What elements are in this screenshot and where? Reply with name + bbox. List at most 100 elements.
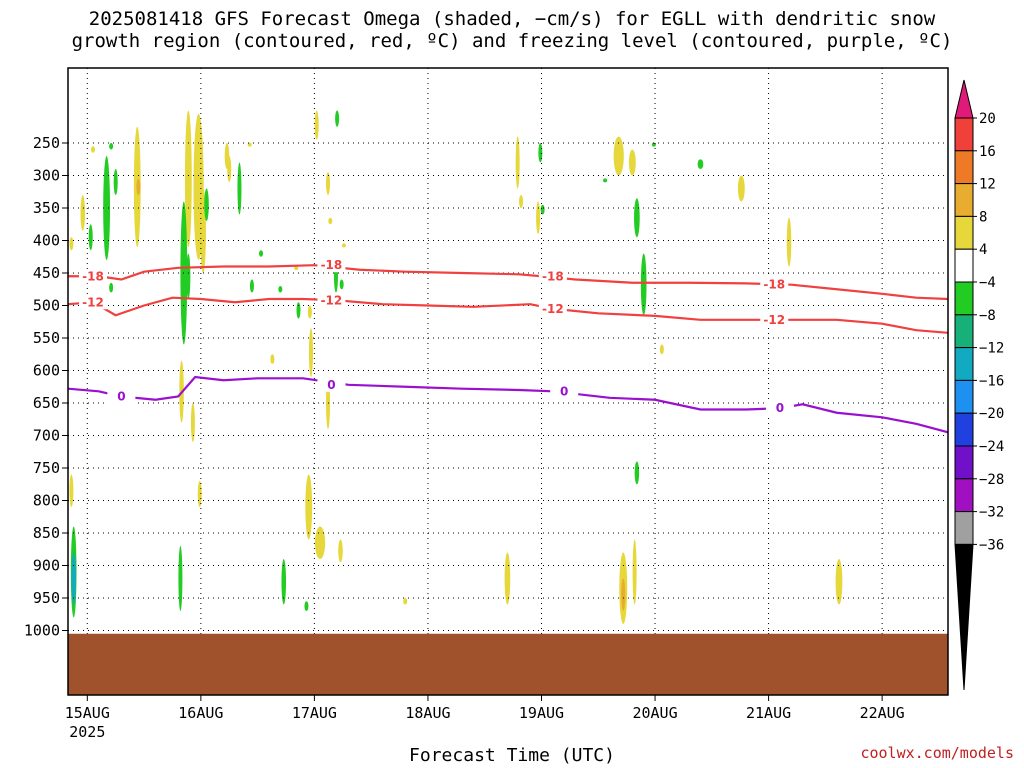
omega-shade-region	[90, 146, 95, 153]
y-tick-label: 300	[33, 167, 60, 185]
colorbar-box	[954, 117, 974, 152]
y-tick-label: 600	[33, 362, 60, 380]
contour-label-bg	[317, 258, 346, 273]
x-axis-label: Forecast Time (UTC)	[409, 745, 615, 766]
contour-label-bg	[317, 293, 346, 308]
colorbar-label: −32	[979, 505, 1004, 521]
y-tick-label: 800	[33, 492, 60, 510]
omega-shade-region	[227, 156, 232, 182]
y-tick-label: 1000	[24, 622, 60, 640]
plot-frame	[67, 67, 949, 696]
contour-line	[68, 375, 948, 434]
terrain-layer	[68, 633, 948, 695]
y-tick-label: 900	[33, 557, 60, 575]
omega-shade-region	[326, 172, 331, 195]
colorbar-label: −28	[979, 472, 1004, 488]
y-tick-label: 650	[33, 394, 60, 412]
y-tick-label: 500	[33, 297, 60, 315]
colorbar-box	[954, 150, 974, 185]
contour-label: -12	[321, 293, 343, 307]
contour-line	[68, 264, 948, 301]
colorbar-box	[954, 412, 974, 447]
colorbar-box	[954, 379, 974, 414]
contour-label-bg	[78, 295, 107, 310]
contour-label: -18	[542, 269, 564, 283]
x-tick-label: 18AUG	[405, 704, 450, 722]
colorbar-box	[954, 215, 974, 250]
colorbar-label: −4	[979, 275, 996, 291]
omega-shade-region	[237, 162, 242, 215]
omega-shade-region	[403, 598, 408, 605]
omega-shade-region	[281, 559, 287, 605]
omega-shade-region	[88, 224, 93, 251]
omega-shade-region	[628, 149, 636, 176]
omega-shade-region	[278, 286, 283, 293]
y-tick-label: 950	[33, 589, 60, 607]
colorbar-label: 8	[979, 209, 987, 225]
omega-shade-region	[186, 253, 191, 299]
omega-shade-region	[249, 279, 254, 293]
colorbar-box	[954, 445, 974, 480]
colorbar: 20 16 12 8 4 −4 −8 −12 −16 −20 −24 −28 −32 −36	[954, 79, 1004, 691]
omega-shade-region	[835, 559, 843, 605]
x-tick-label: 17AUG	[292, 704, 337, 722]
contour-label-bg	[538, 301, 567, 316]
colorbar-label: −20	[979, 406, 1004, 422]
colorbar-box	[954, 183, 974, 217]
omega-shade-region	[184, 110, 192, 247]
colorbar-box	[954, 314, 974, 349]
credit-link[interactable]: coolwx.com/models	[860, 744, 1014, 762]
omega-shade-region	[109, 143, 114, 150]
colorbar-box	[954, 511, 974, 545]
omega-shade-region	[308, 328, 313, 377]
x-tick-label: 21AUG	[746, 704, 791, 722]
omega-shade-region	[515, 136, 520, 189]
x-tick-label: 19AUG	[519, 704, 564, 722]
colorbar-box	[954, 281, 974, 316]
colorbar-label: −36	[979, 537, 1004, 553]
title-line-1: 2025081418 GFS Forecast Omega (shaded, −…	[88, 8, 936, 30]
omega-shade-region	[69, 237, 74, 251]
omega-shade-region	[634, 198, 640, 238]
colorbar-label: −12	[979, 341, 1004, 357]
omega-shade-region	[270, 354, 275, 364]
contour-label-bg	[550, 384, 579, 399]
colorbar-bottom-arrow	[954, 543, 974, 691]
chart-title: 2025081418 GFS Forecast Omega (shaded, −…	[0, 8, 1024, 52]
omega-shade-region	[519, 195, 524, 208]
title-line-2: growth region (contoured, red, ºC) and f…	[71, 30, 953, 52]
omega-shade-region	[621, 578, 626, 611]
colorbar-label: −16	[979, 373, 1004, 389]
omega-shade-region	[103, 156, 111, 260]
omega-shade-region	[538, 143, 543, 163]
omega-shade-region	[204, 188, 209, 221]
omega-shade-region	[786, 217, 792, 267]
omega-shade-region	[314, 110, 319, 140]
contour-layer: -18 -18 -18 -18 -12 -12 -12 -12 0 0 0 0	[68, 258, 948, 434]
omega-shade-region	[259, 250, 264, 257]
omega-shade-region	[314, 526, 326, 559]
contour-label-bg	[78, 269, 107, 284]
contour-label-bg	[107, 389, 136, 404]
colorbar-label: 4	[979, 242, 987, 258]
omega-shade-region	[304, 601, 309, 611]
contour-label: -12	[763, 313, 785, 327]
contour-label: 0	[560, 384, 568, 398]
omega-shade-region	[540, 204, 545, 215]
omega-shade-region	[613, 136, 624, 176]
omega-shade-region	[305, 474, 313, 540]
omega-shade-region	[328, 217, 333, 225]
omega-shade-region	[71, 552, 76, 605]
omega-shade-region	[247, 142, 252, 147]
colorbar-box	[954, 347, 974, 381]
contour-label: 0	[776, 401, 784, 415]
omega-shade-region	[634, 461, 640, 485]
omega-shade-region	[190, 403, 195, 442]
y-tick-label: 700	[33, 427, 60, 445]
x-tick-label: 15AUG	[65, 704, 110, 722]
contour-label-bg	[760, 312, 789, 327]
omega-shade-region	[341, 243, 346, 248]
contour-label: 0	[117, 390, 125, 404]
contour-label: -18	[321, 258, 343, 272]
